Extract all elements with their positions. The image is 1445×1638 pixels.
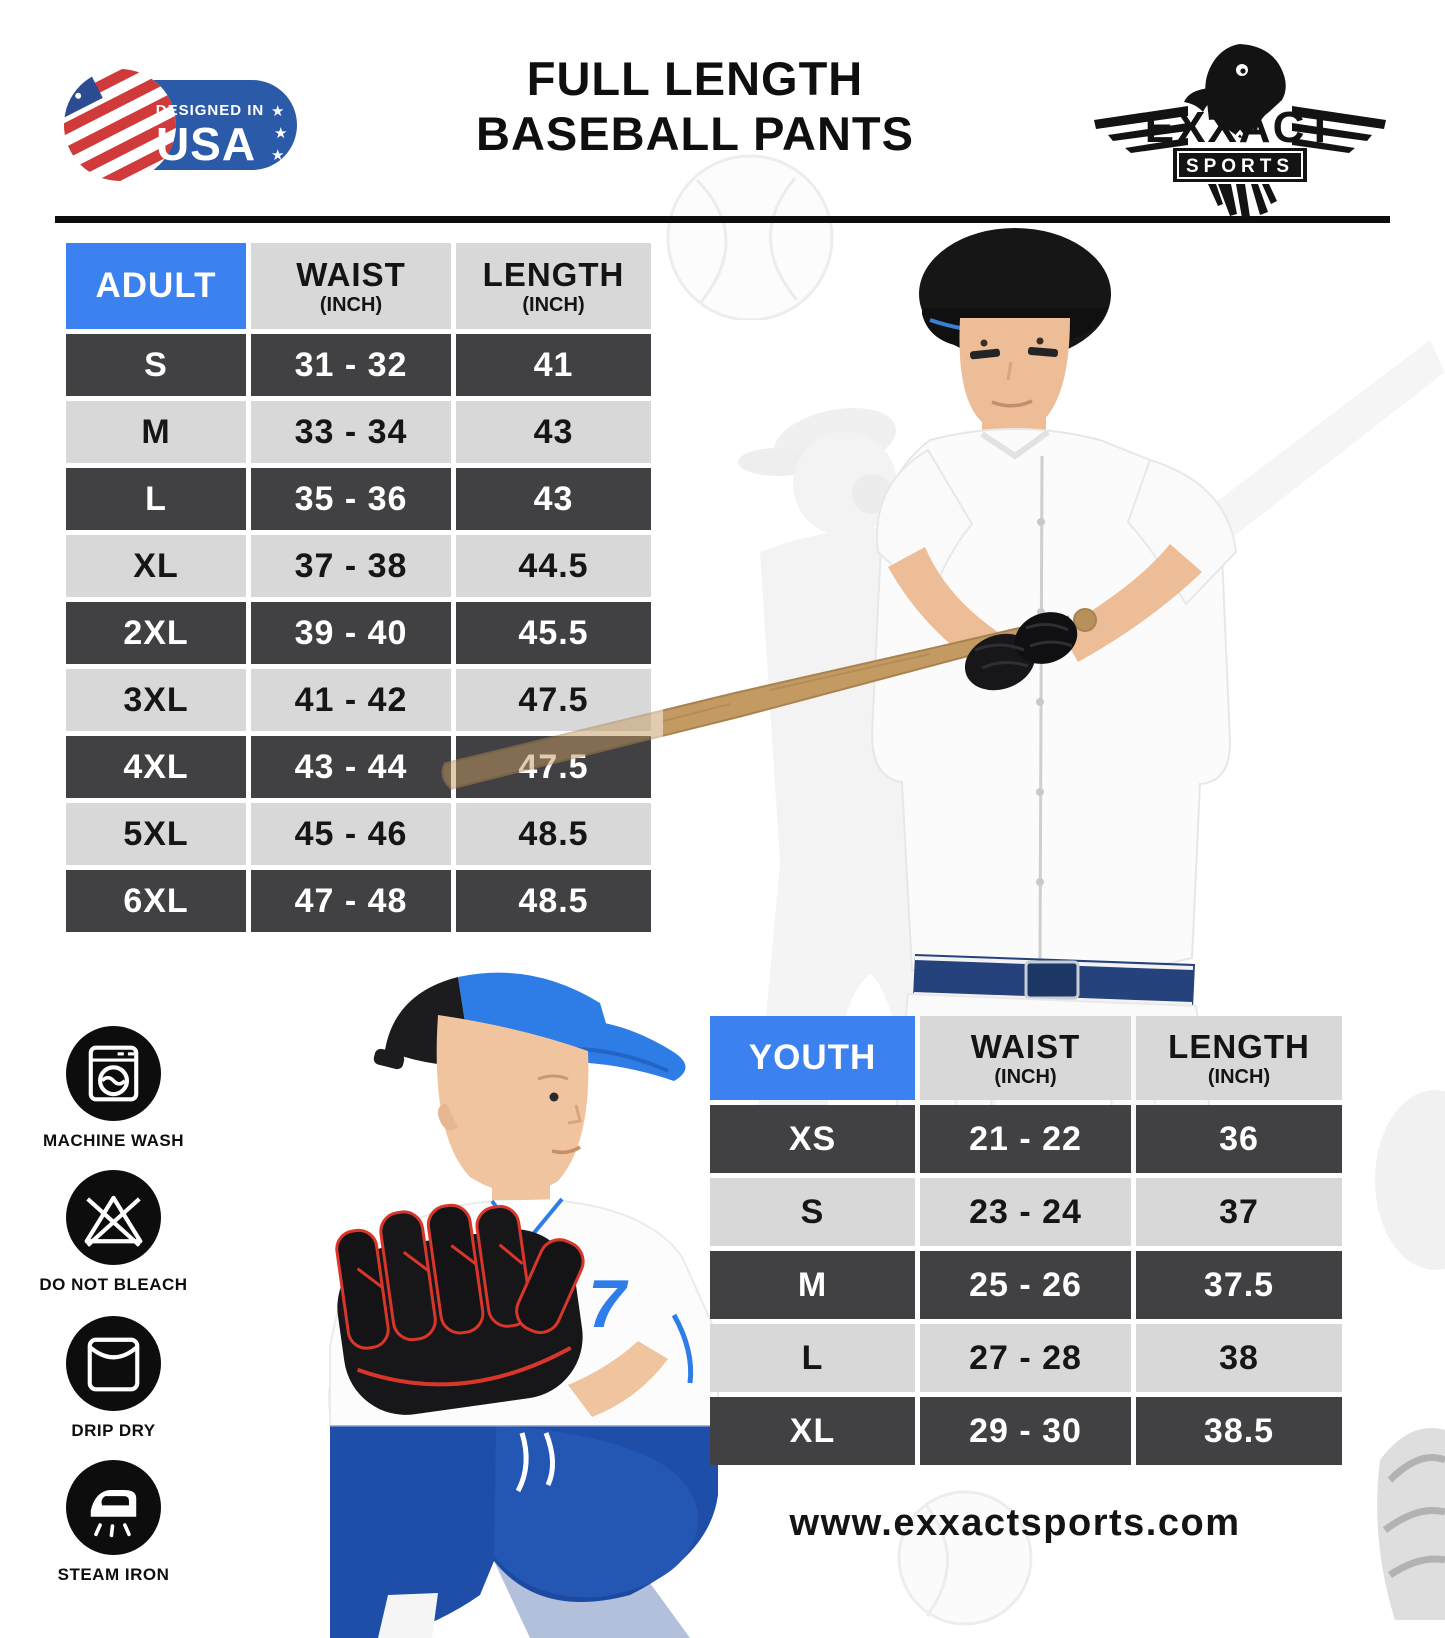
adult-waist-l: 35 - 36: [251, 468, 451, 530]
youth-size-s: S: [710, 1178, 915, 1246]
adult-waist-column-header: WAIST (INCH): [251, 243, 451, 329]
adult-waist-5xl: 45 - 46: [251, 803, 451, 865]
care-label: DRIP DRY: [71, 1421, 156, 1440]
adult-waist-6xl: 47 - 48: [251, 870, 451, 932]
logo-subbrand-label: SPORTS: [1186, 156, 1294, 177]
baseball-bat: [441, 608, 1097, 790]
logo-tail-icon: [1208, 184, 1277, 218]
youth-waist-s: 23 - 24: [920, 1178, 1131, 1246]
kid-jersey-number: 7: [588, 1266, 629, 1342]
youth-length-s: 37: [1136, 1178, 1342, 1246]
column-unit: (INCH): [1207, 1065, 1271, 1088]
machine-wash-icon: [66, 1026, 161, 1121]
badge-country-label: USA: [156, 118, 256, 170]
youth-size-table: YOUTH WAIST (INCH) LENGTH (INCH) XS 21 -…: [710, 1016, 1342, 1465]
care-item-do-not-bleach: DO NOT BLEACH: [26, 1170, 201, 1295]
do-not-bleach-icon: [66, 1170, 161, 1265]
adult-size-l: L: [66, 468, 246, 530]
column-unit: (INCH): [994, 1065, 1057, 1088]
youth-size-m: M: [710, 1251, 915, 1319]
adult-length-2xl: 45.5: [456, 602, 651, 664]
svg-text:★: ★: [274, 124, 287, 142]
adult-size-xl: XL: [66, 535, 246, 597]
svg-text:★: ★: [271, 102, 284, 120]
youth-size-xl: XL: [710, 1397, 915, 1465]
adult-waist-xl: 37 - 38: [251, 535, 451, 597]
header-divider: [55, 216, 1390, 223]
adult-length-l: 43: [456, 468, 651, 530]
youth-waist-m: 25 - 26: [920, 1251, 1131, 1319]
kid-glove-icon: [335, 1203, 585, 1415]
steam-iron-icon: [66, 1460, 161, 1555]
page-title-line1: FULL LENGTH: [526, 52, 864, 105]
adult-size-5xl: 5XL: [66, 803, 246, 865]
care-label: STEAM IRON: [57, 1565, 170, 1584]
adult-waist-2xl: 39 - 40: [251, 602, 451, 664]
page-title: FULL LENGTH BASEBALL PANTS: [345, 52, 1045, 161]
badge-stars-icon: ★ ★ ★: [271, 102, 287, 164]
adult-size-2xl: 2XL: [66, 602, 246, 664]
baseball-sketch-bottom: [897, 1490, 1033, 1626]
youth-length-l: 38: [1136, 1324, 1342, 1392]
designed-in-usa-badge: DESIGNED IN USA ★ ★ ★: [64, 69, 297, 181]
care-item-machine-wash: MACHINE WASH: [26, 1026, 201, 1151]
adult-length-m: 43: [456, 401, 651, 463]
youth-length-xs: 36: [1136, 1105, 1342, 1173]
adult-waist-4xl: 43 - 44: [251, 736, 451, 798]
adult-table-group-header: ADULT: [66, 243, 246, 329]
youth-length-m: 37.5: [1136, 1251, 1342, 1319]
logo-wings-icon: [1094, 106, 1386, 153]
care-label: MACHINE WASH: [42, 1131, 185, 1150]
badge-designed-in-label: DESIGNED IN: [156, 102, 265, 119]
adult-length-column-header: LENGTH (INCH): [456, 243, 651, 329]
youth-length-column-header: LENGTH (INCH): [1136, 1016, 1342, 1100]
column-title: LENGTH: [1168, 1027, 1310, 1065]
adult-size-4xl: 4XL: [66, 736, 246, 798]
youth-waist-xl: 29 - 30: [920, 1397, 1131, 1465]
glove-sketch-right: [1375, 1090, 1445, 1620]
adult-length-6xl: 48.5: [456, 870, 651, 932]
column-title: WAIST: [296, 255, 406, 293]
adult-waist-m: 33 - 34: [251, 401, 451, 463]
adult-size-6xl: 6XL: [66, 870, 246, 932]
page-title-line2: BASEBALL PANTS: [476, 106, 914, 160]
logo-brand-label: EXXACT: [1145, 103, 1335, 152]
youth-waist-l: 27 - 28: [920, 1324, 1131, 1392]
youth-waist-xs: 21 - 22: [920, 1105, 1131, 1173]
eagle-icon: [1184, 44, 1286, 144]
youth-waist-column-header: WAIST (INCH): [920, 1016, 1131, 1100]
adult-length-5xl: 48.5: [456, 803, 651, 865]
youth-table-group-header: YOUTH: [710, 1016, 915, 1100]
column-title: LENGTH: [482, 255, 625, 293]
adult-size-3xl: 3XL: [66, 669, 246, 731]
column-unit: (INCH): [522, 293, 585, 316]
exxact-sports-logo: EXXACT SPORTS: [1094, 44, 1386, 218]
adult-size-s: S: [66, 334, 246, 396]
adult-size-m: M: [66, 401, 246, 463]
care-label: DO NOT BLEACH: [39, 1275, 188, 1294]
youth-player-illustration: 7: [329, 972, 719, 1638]
youth-size-l: L: [710, 1324, 915, 1392]
care-item-steam-iron: STEAM IRON: [26, 1460, 201, 1585]
svg-text:★: ★: [271, 146, 284, 164]
adult-length-s: 41: [456, 334, 651, 396]
youth-size-xs: XS: [710, 1105, 915, 1173]
adult-waist-3xl: 41 - 42: [251, 669, 451, 731]
column-title: WAIST: [970, 1027, 1081, 1065]
baseball-sketch-top: [666, 154, 834, 320]
adult-waist-s: 31 - 32: [251, 334, 451, 396]
youth-length-xl: 38.5: [1136, 1397, 1342, 1465]
batting-gloves-icon: [964, 612, 1078, 691]
care-item-drip-dry: DRIP DRY: [26, 1316, 201, 1441]
adult-length-xl: 44.5: [456, 535, 651, 597]
website-url: www.exxactsports.com: [789, 1502, 1241, 1544]
column-unit: (INCH): [319, 293, 383, 316]
adult-size-table: ADULT WAIST (INCH) LENGTH (INCH) S 31 - …: [66, 243, 651, 932]
drip-dry-icon: [66, 1316, 161, 1411]
